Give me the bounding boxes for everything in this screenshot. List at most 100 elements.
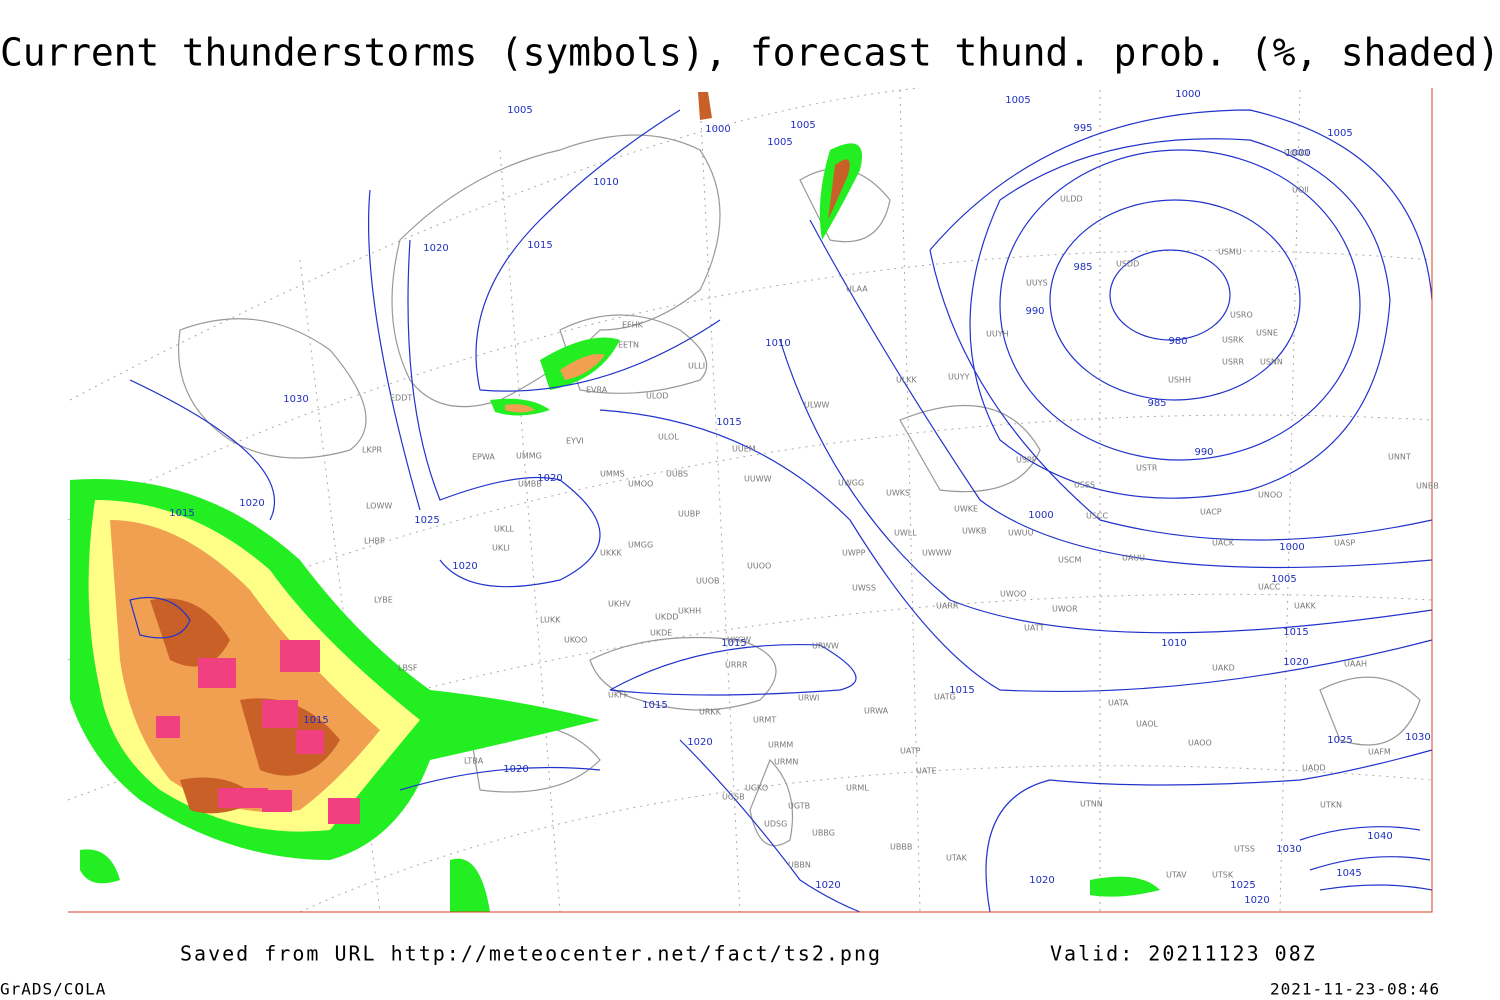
isobar-label: 1005: [1005, 95, 1030, 106]
station-label: UARR: [936, 602, 959, 611]
isobar-label: 1000: [1279, 542, 1304, 553]
isobar: [129, 189, 421, 521]
station-label: UWKS: [886, 489, 910, 498]
station-label: UAFM: [1368, 748, 1391, 757]
parallel: [299, 765, 1433, 913]
isobar-label: 1025: [414, 515, 439, 526]
station-label: UATA: [1108, 699, 1129, 708]
station-label: UUEM: [732, 445, 756, 454]
station-label: UMMG: [516, 452, 542, 461]
station-label: UADD: [1302, 764, 1326, 773]
station-label: UUBP: [678, 510, 700, 519]
isobar-label: 1020: [239, 498, 264, 509]
station-label: USRK: [1222, 336, 1244, 345]
isobar: [475, 109, 721, 392]
station-label: UTSK: [1212, 871, 1234, 880]
station-label: UATG: [934, 693, 956, 702]
isobar-label: 1015: [1283, 627, 1308, 638]
isobar-label: 1025: [1230, 880, 1255, 891]
isobar: [407, 239, 601, 588]
caspian: [749, 758, 794, 847]
station-label: USCM: [1058, 556, 1082, 565]
coast: [559, 314, 708, 394]
station-label: UUYS: [1026, 279, 1048, 288]
storm-symbol: [262, 700, 298, 728]
isobar-label: 1020: [1029, 875, 1054, 886]
prob-low: [819, 143, 862, 240]
isobar-label: 1020: [537, 473, 562, 484]
station-label: UKDE: [650, 629, 672, 638]
station-label: USRR: [1222, 358, 1244, 367]
station-label: UAOO: [1188, 739, 1212, 748]
isobar-label: 1005: [507, 105, 532, 116]
isobar-label: 1030: [1276, 844, 1301, 855]
isobar-label: 1015: [716, 417, 741, 428]
storm-symbol: [296, 730, 324, 754]
station-label: UAKD: [1212, 664, 1235, 673]
timestamp: 2021-11-23-08:46: [1270, 980, 1440, 999]
station-label: UUOO: [747, 562, 771, 571]
isobar: [969, 138, 1391, 499]
station-label: ULOL: [658, 433, 679, 442]
meridian: [499, 149, 561, 913]
station-label: UATE: [916, 767, 937, 776]
station-label: LKPR: [362, 446, 383, 455]
station-label: URKK: [699, 708, 722, 717]
station-label: UTAK: [946, 854, 968, 863]
isobar-label: 1015: [721, 638, 746, 649]
station-label: URML: [846, 784, 869, 793]
station-label: USPP: [1016, 456, 1037, 465]
station-label: UAOL: [1136, 720, 1158, 729]
prob-very-high: [698, 92, 712, 120]
software: GrADS/COLA: [0, 980, 106, 999]
station-label: UUWW: [744, 475, 772, 484]
isobar: [779, 339, 1433, 634]
station-label: ULAA: [846, 285, 868, 294]
station-label: EPWA: [472, 453, 495, 462]
isobar-label: 1030: [1405, 732, 1430, 743]
station-label: LBSF: [398, 664, 418, 673]
isobar-label: 1010: [1161, 638, 1186, 649]
station-label: UACC: [1258, 583, 1281, 592]
prob-very-high: [150, 598, 340, 814]
station-label: UBBN: [788, 861, 811, 870]
station-label: EFHK: [622, 321, 644, 330]
station-label: URRR: [725, 661, 748, 670]
station-label: USCC: [1086, 512, 1109, 521]
station-label: UWUU: [1008, 529, 1034, 538]
station-label: UKLI: [492, 544, 510, 553]
station-label: LTBA: [464, 757, 484, 766]
labels: 1005 1000 1005 1005 1010 1015 1020 1030 1010 1015…: [169, 89, 1439, 906]
station-label: UNOO: [1258, 491, 1282, 500]
isobar: [809, 219, 1433, 569]
station-label: UACK: [1212, 539, 1235, 548]
station-label: UWKB: [962, 527, 987, 536]
station-label: UUYH: [986, 330, 1009, 339]
station-label: EETN: [618, 341, 639, 350]
coast: [391, 134, 721, 408]
isobar-label: 1020: [687, 737, 712, 748]
station-label: EDDT: [390, 394, 412, 403]
station-label: UTNN: [1080, 800, 1103, 809]
meridian: [899, 89, 921, 913]
isobar-label: 1020: [815, 880, 840, 891]
station-label: UASP: [1334, 539, 1355, 548]
black-sea: [589, 636, 777, 711]
isobar-label: 1015: [527, 240, 552, 251]
isobar: [999, 149, 1361, 461]
station-label: LYBE: [374, 596, 393, 605]
storm-symbol: [328, 798, 360, 824]
station-label: UWLL: [894, 529, 917, 538]
station-label: UMMS: [600, 470, 625, 479]
isobar: [399, 739, 861, 913]
station-label: UUBS: [666, 470, 688, 479]
station-label: UOOO: [1284, 149, 1309, 158]
station-label: LHBP: [364, 537, 385, 546]
station-label: UBBG: [812, 829, 835, 838]
parallel: [67, 593, 1433, 801]
isobar-label: 1015: [949, 685, 974, 696]
station-label: UTAV: [1166, 871, 1187, 880]
station-label: UGTB: [788, 802, 810, 811]
prob-high: [505, 354, 605, 413]
station-label: URWA: [864, 707, 889, 716]
